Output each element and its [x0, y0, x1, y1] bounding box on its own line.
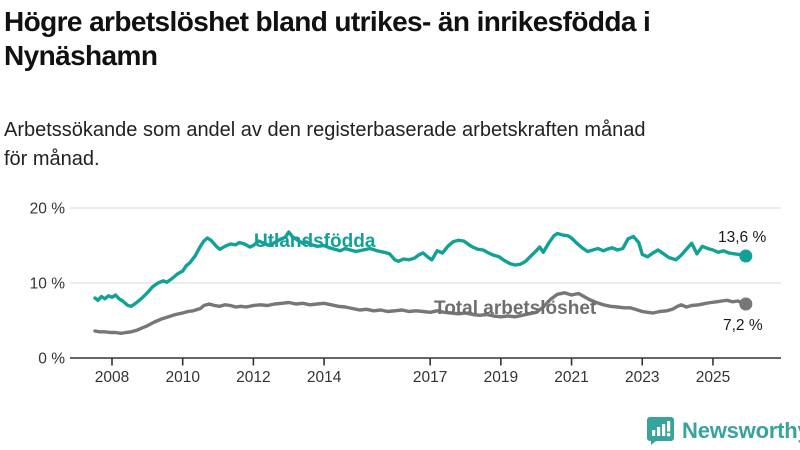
x-tick-label: 2019 — [484, 369, 518, 386]
series-end-value-1: 7,2 % — [723, 317, 763, 334]
x-tick-label: 2025 — [696, 369, 730, 386]
x-tick-label: 2010 — [165, 369, 200, 386]
series-line-0 — [93, 230, 748, 308]
newsworthy-logo-text: Newsworthy — [682, 418, 800, 443]
series-end-dot-1 — [739, 297, 753, 311]
title-line-1: Högre arbetslöshet bland utrikes- än inr… — [4, 6, 651, 37]
logo-exclamation-dot — [666, 432, 671, 437]
page-title: Högre arbetslöshet bland utrikes- än inr… — [4, 5, 796, 73]
logo-bar-1 — [652, 430, 656, 436]
subtitle-line-2: för månad. — [4, 148, 100, 170]
x-tick-label: 2012 — [236, 369, 270, 386]
logo-bar-3 — [662, 424, 666, 436]
chart-subtitle: Arbetssökande som andel av den registerb… — [4, 116, 796, 174]
x-tick-label: 2017 — [413, 369, 447, 386]
logo-exclamation-bar — [667, 421, 671, 432]
x-tick-label: 2023 — [625, 369, 659, 386]
title-line-2: Nynäshamn — [4, 40, 158, 71]
y-tick-label: 20 % — [30, 201, 66, 218]
series-label-1: Total arbetslöshet — [434, 298, 597, 319]
y-tick-label: 10 % — [30, 276, 66, 293]
logo-bar-2 — [657, 427, 661, 436]
series-line-1 — [93, 291, 748, 335]
x-tick-label: 2014 — [307, 369, 342, 386]
x-tick-label: 2021 — [554, 369, 588, 386]
y-tick-label: 0 % — [38, 351, 65, 368]
subtitle-line-1: Arbetssökande som andel av den registerb… — [4, 119, 646, 141]
newsworthy-logo: Newsworthy — [646, 416, 800, 446]
newsworthy-logo-icon — [647, 417, 674, 445]
series-label-0: Utlandsfödda — [254, 231, 376, 252]
series-end-dot-0 — [739, 249, 753, 263]
x-tick-label: 2008 — [95, 369, 129, 386]
series-end-value-0: 13,6 % — [718, 229, 766, 246]
